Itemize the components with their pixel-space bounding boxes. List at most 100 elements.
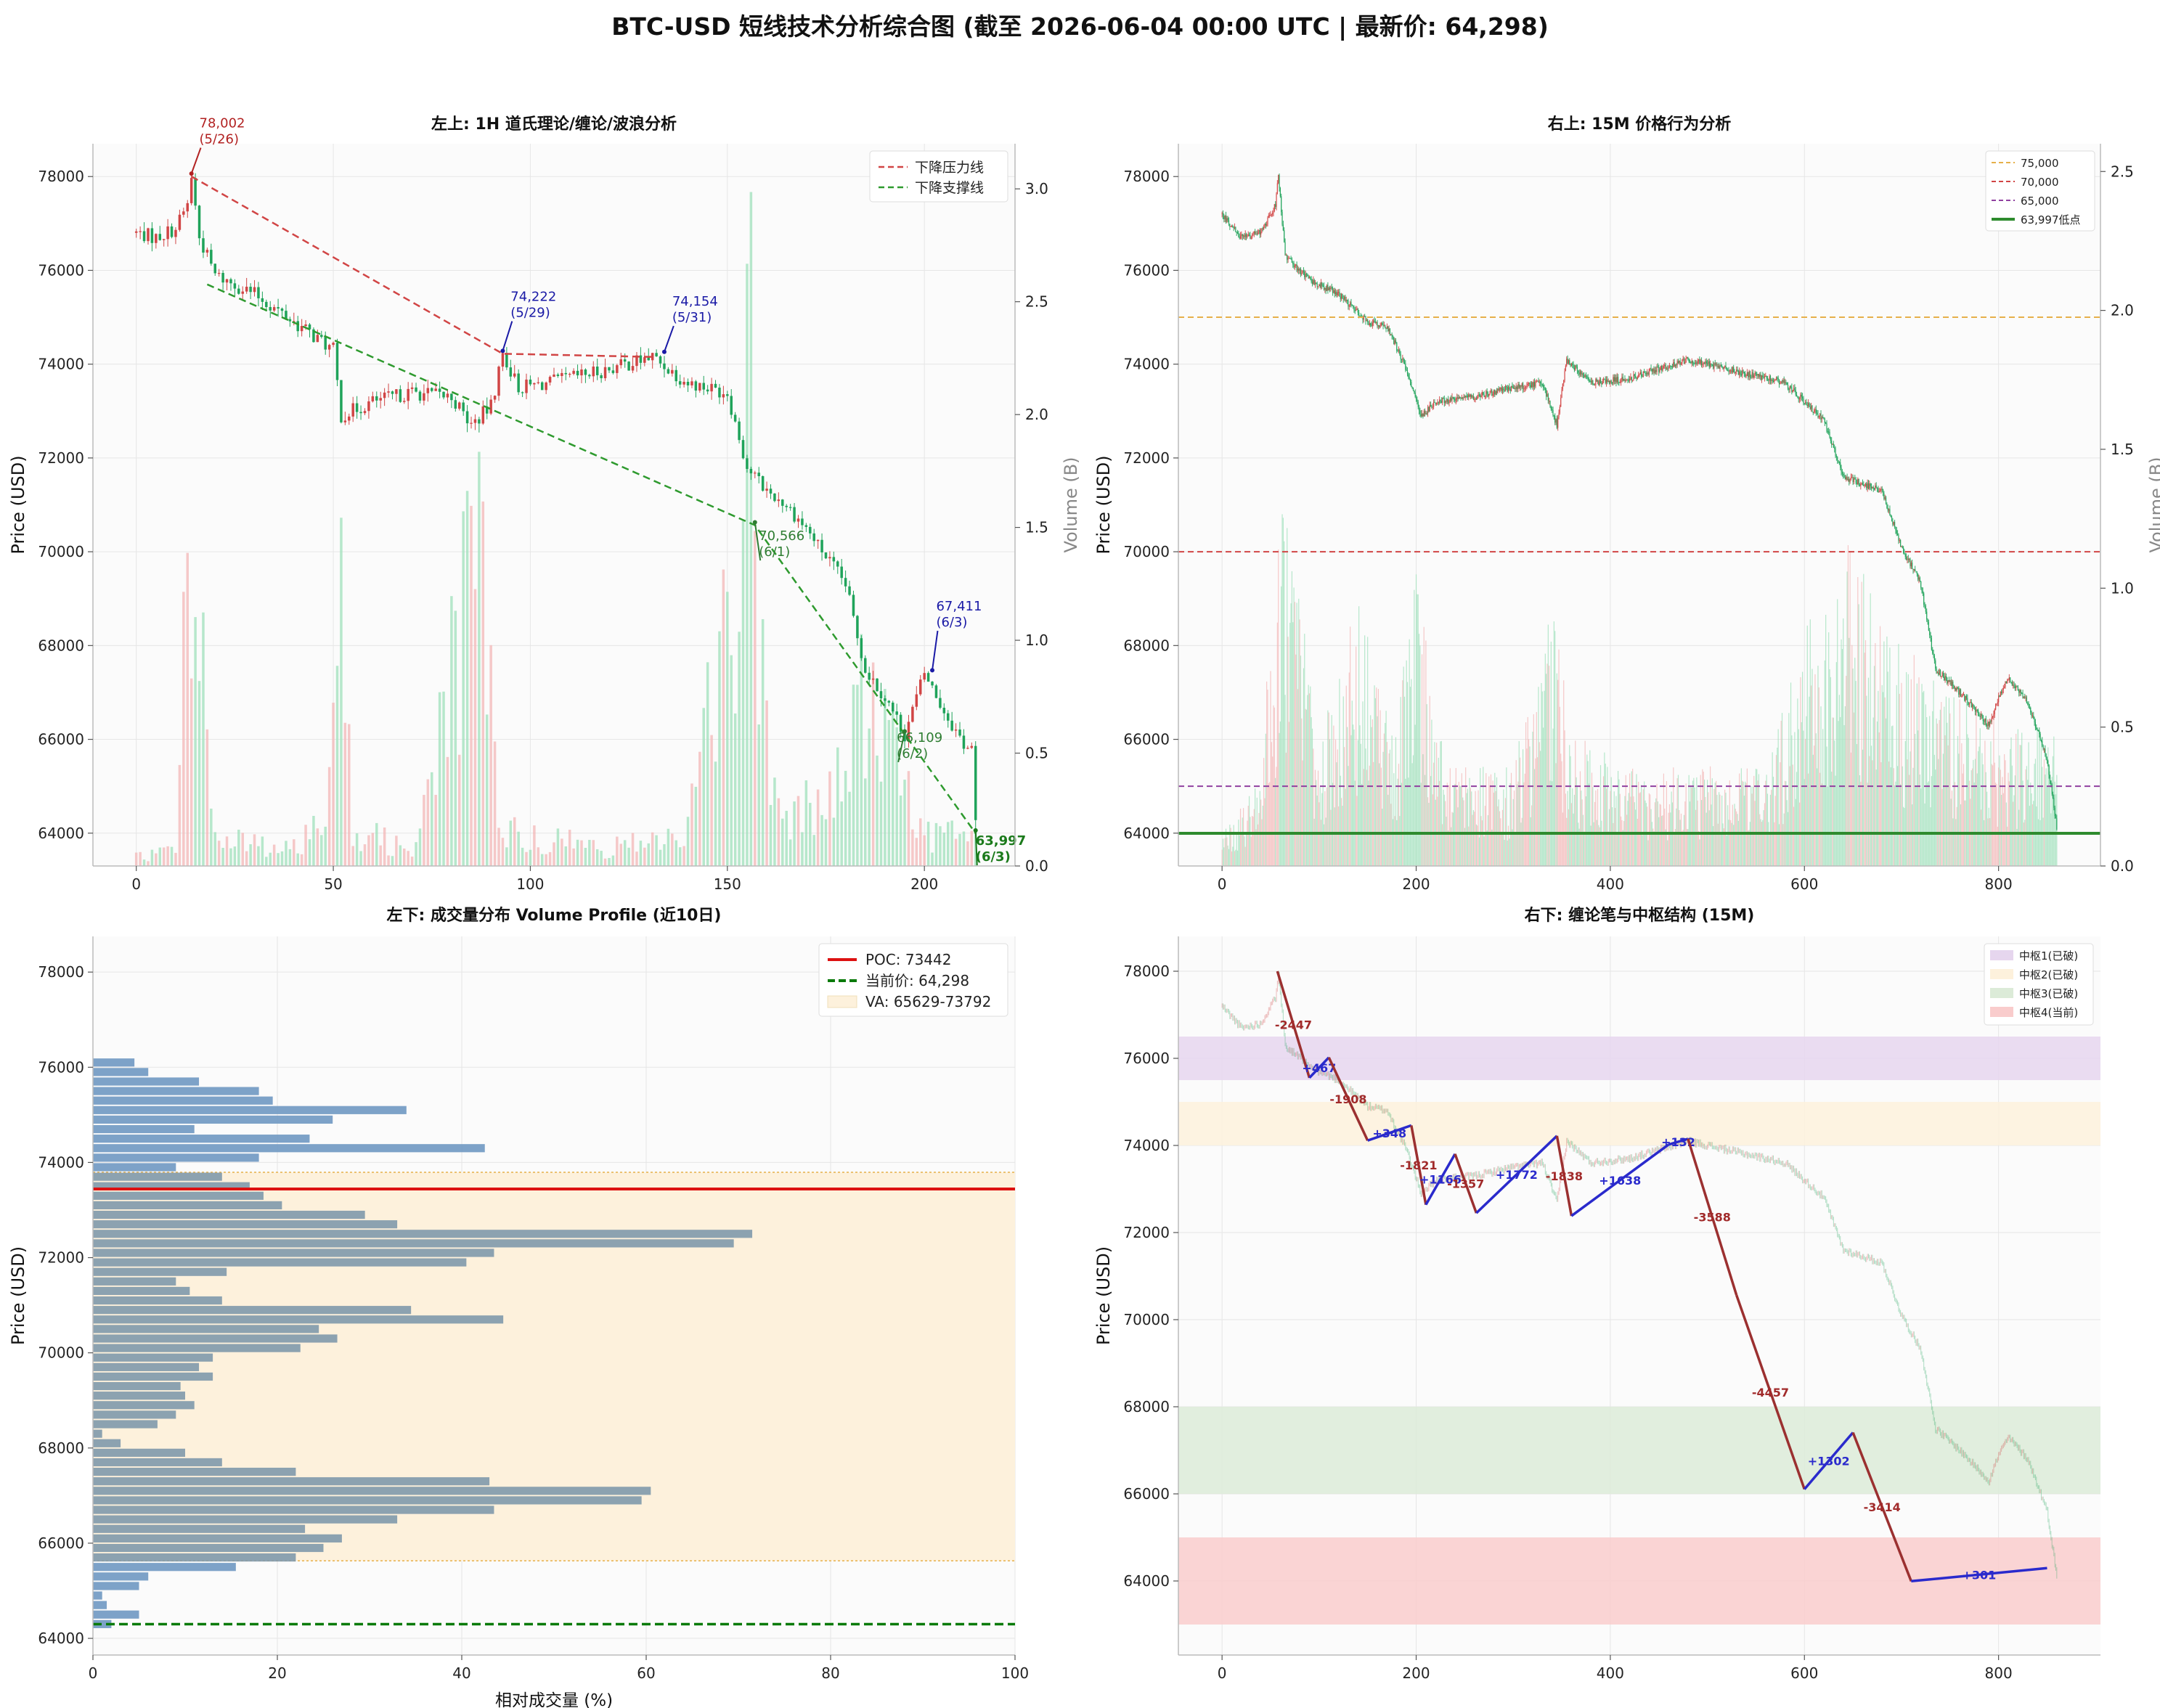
volume-bar <box>694 786 698 866</box>
volume-bar <box>1462 797 1464 866</box>
candle-body <box>1746 372 1748 376</box>
candle-body <box>1708 361 1710 367</box>
volume-profile-bar <box>93 1058 135 1067</box>
candle-body <box>1305 274 1306 277</box>
candle-body <box>1549 401 1551 407</box>
candle-body <box>1808 403 1809 406</box>
volume-bar <box>1354 780 1356 866</box>
volume-bar <box>2000 769 2001 866</box>
volume-bar <box>1995 783 1997 866</box>
x-tick-label: 600 <box>1790 875 1818 893</box>
candle-body <box>2019 690 2021 693</box>
candle-body <box>1399 349 1401 354</box>
volume-bar <box>1774 796 1776 866</box>
candle-body <box>1917 573 1919 580</box>
candle-body <box>1635 375 1637 377</box>
volume-bar <box>1425 640 1427 866</box>
volume-bar <box>280 851 284 866</box>
candle-body <box>1327 285 1329 290</box>
volume-bar <box>726 592 729 866</box>
volume-bar <box>714 761 717 866</box>
volume-profile-bar <box>93 1191 264 1200</box>
annotation-arrowhead <box>930 668 935 673</box>
candle-body <box>1878 491 1880 492</box>
volume-bar <box>1949 713 1951 866</box>
volume-bar <box>1432 794 1433 866</box>
volume-bar <box>462 511 465 866</box>
candle-body <box>1439 399 1440 403</box>
volume-bar <box>2030 783 2031 866</box>
volume-bar <box>1766 793 1769 866</box>
volume-bar <box>1417 594 1419 866</box>
volume-bar <box>1494 772 1496 866</box>
volume-bar <box>1800 677 1801 866</box>
candle-body <box>899 714 902 732</box>
candle-body <box>1834 447 1835 449</box>
volume-bar <box>1913 655 1915 866</box>
volume-bar <box>1863 573 1864 866</box>
volume-bar <box>1449 768 1451 866</box>
volume-bar <box>884 689 887 866</box>
volume-bar <box>1728 820 1729 866</box>
candle-body <box>1537 380 1539 382</box>
volume-profile-bar <box>93 1201 282 1210</box>
candle-body <box>1749 371 1751 377</box>
volume-bar <box>1897 766 1899 866</box>
candle-body <box>1316 283 1318 287</box>
volume-bar <box>616 836 619 866</box>
candle-body <box>332 343 335 346</box>
volume-bar <box>1794 732 1796 866</box>
volume-bar <box>1656 783 1658 866</box>
volume-bar <box>1457 807 1459 866</box>
candle-body <box>205 250 209 253</box>
volume-bar <box>1907 674 1909 866</box>
y2-tick-label: 0.5 <box>2111 719 2134 736</box>
pen-label: -1908 <box>1329 1092 1366 1106</box>
volume-bar <box>572 848 575 866</box>
candle-body <box>2002 687 2004 690</box>
candle-body <box>1344 296 1345 300</box>
volume-bar <box>655 835 658 866</box>
candle-body <box>647 357 651 361</box>
volume-bar <box>1912 767 1914 866</box>
volume-bar <box>801 832 804 866</box>
y-tick-label: 66000 <box>1123 731 1170 748</box>
volume-bar <box>1638 781 1639 866</box>
volume-bar <box>1270 671 1271 866</box>
volume-bar <box>1314 769 1316 866</box>
candle-body <box>1899 539 1900 542</box>
volume-bar <box>1480 816 1482 866</box>
candle-body <box>1797 396 1798 398</box>
candle-body <box>1938 672 1939 675</box>
volume-bar <box>1855 681 1857 866</box>
candle-body <box>1526 385 1528 387</box>
volume-bar <box>1566 817 1568 866</box>
volume-bar <box>611 855 615 866</box>
candle-body <box>1393 337 1395 345</box>
candle-body <box>1915 571 1917 573</box>
volume-bar <box>1337 806 1340 866</box>
candle-body <box>533 383 536 385</box>
volume-bar <box>1420 783 1422 866</box>
candle-body <box>1337 292 1338 295</box>
volume-bar <box>1549 780 1551 866</box>
volume-bar <box>1557 679 1559 866</box>
candle-body <box>1232 226 1234 228</box>
volume-bar <box>1501 831 1502 866</box>
candle-body <box>1575 365 1576 370</box>
volume-bar <box>1560 753 1562 866</box>
volume-bar <box>1488 776 1490 866</box>
volume-profile-bar <box>93 1372 213 1381</box>
candle-body <box>1554 415 1556 423</box>
candle-body <box>1579 371 1581 375</box>
volume-bar <box>1311 728 1313 866</box>
candle-body <box>1376 322 1377 324</box>
candle-body <box>635 355 638 367</box>
volume-bar <box>1235 849 1236 866</box>
candle-body <box>2056 818 2058 830</box>
candle-body <box>730 396 733 415</box>
volume-bar <box>1615 796 1617 866</box>
volume-bar <box>1618 779 1620 866</box>
volume-bar <box>1432 762 1435 866</box>
candle-body <box>1543 384 1544 388</box>
